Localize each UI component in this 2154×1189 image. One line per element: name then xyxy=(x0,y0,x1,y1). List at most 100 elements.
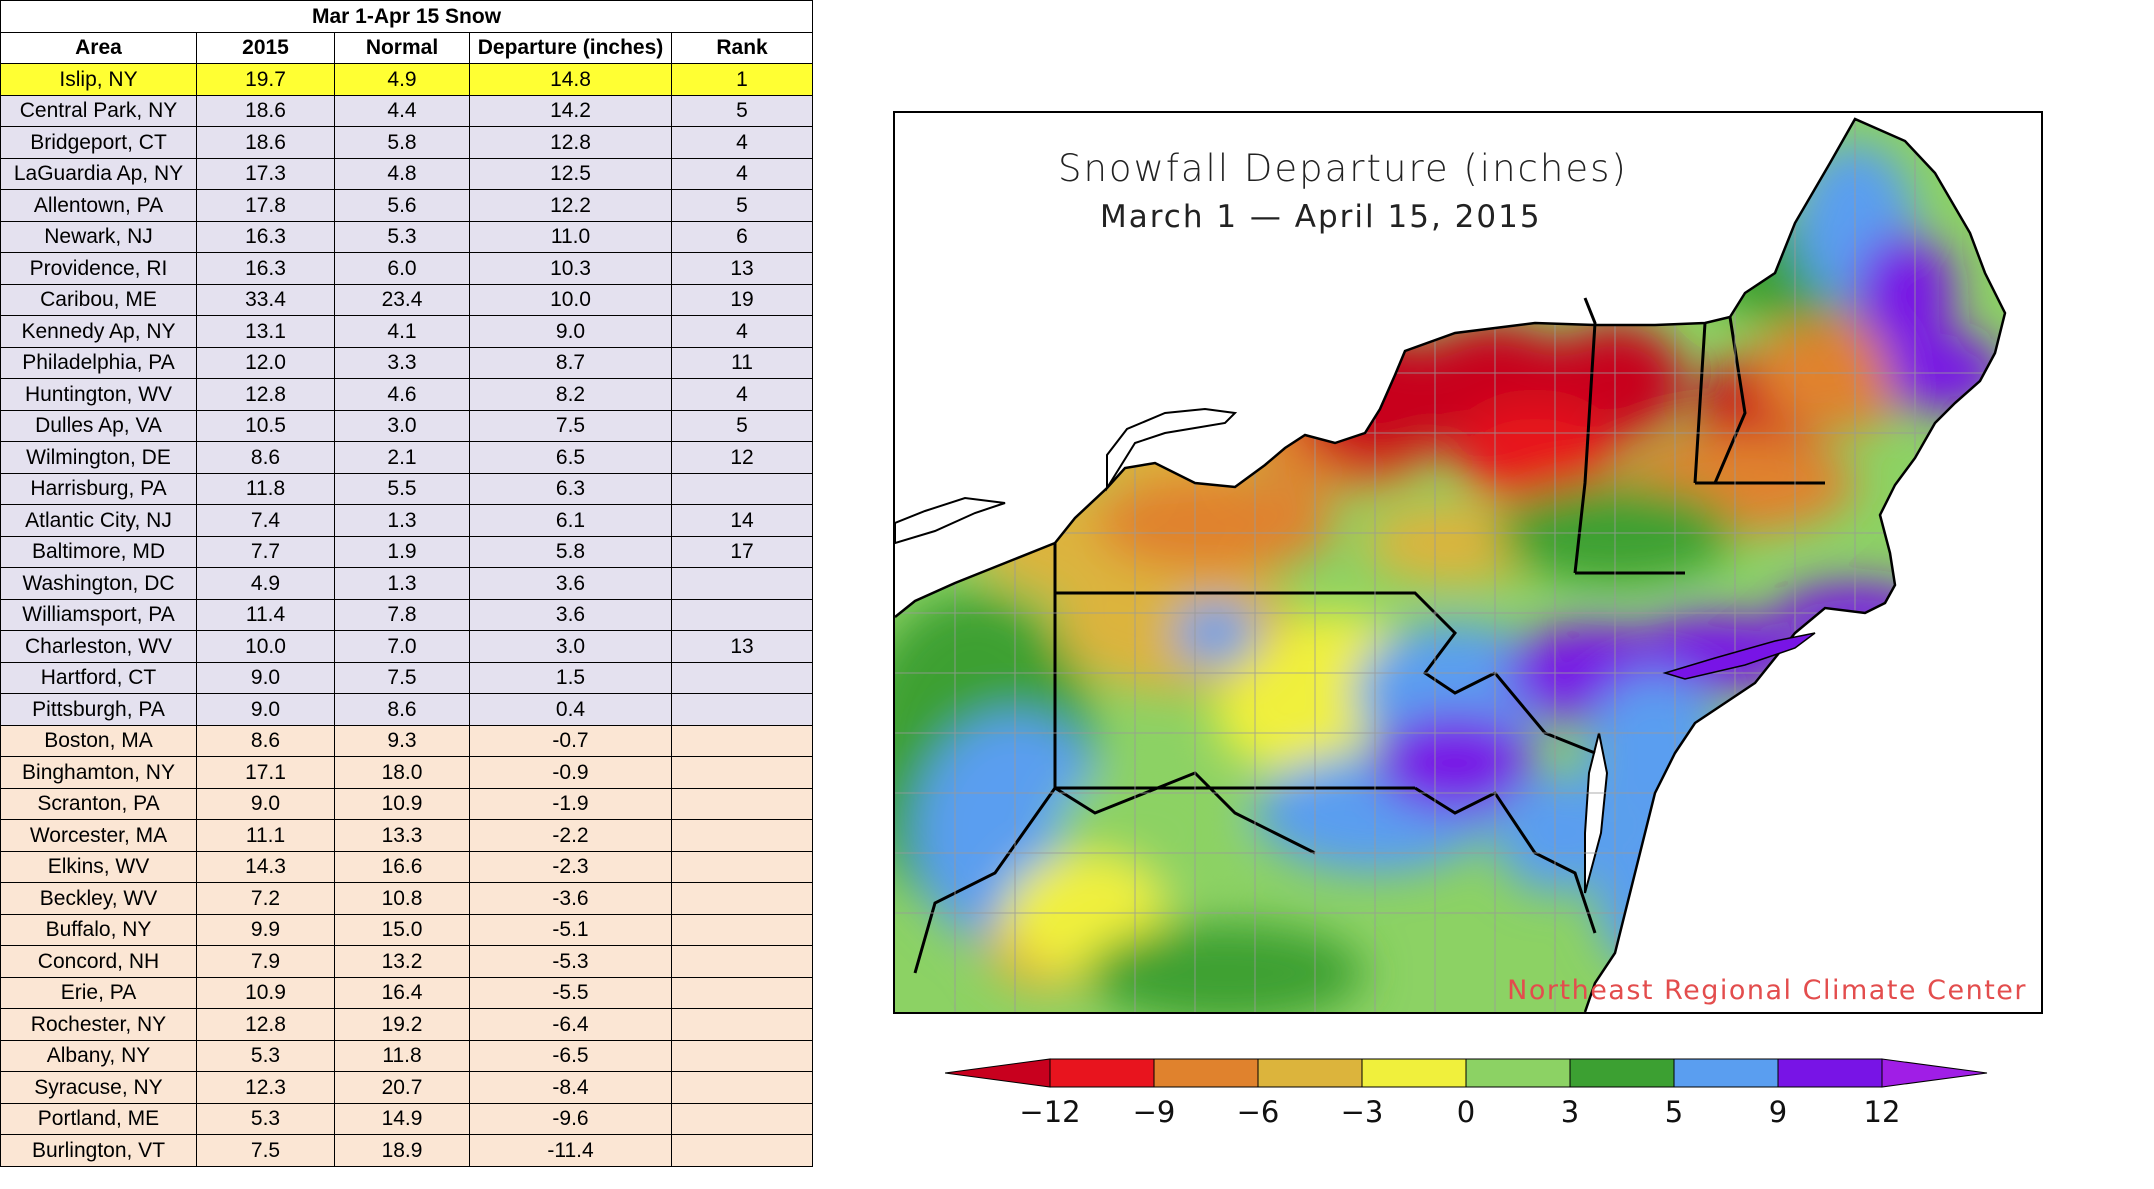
cell-normal: 4.4 xyxy=(334,94,470,127)
cell-area: Beckley, WV xyxy=(0,882,197,915)
cell-area: Atlantic City, NJ xyxy=(0,504,197,537)
cell-2015: 18.6 xyxy=(196,126,335,159)
table-row: Portland, ME 5.3 14.9 -9.6 xyxy=(0,1102,814,1135)
cell-normal: 16.4 xyxy=(334,976,470,1009)
cell-rank xyxy=(670,1039,814,1072)
cell-departure: 0.4 xyxy=(469,693,672,726)
cell-2015: 9.0 xyxy=(196,787,335,820)
cell-rank xyxy=(670,976,814,1009)
cell-rank xyxy=(670,567,814,600)
cell-departure: 14.8 xyxy=(469,63,672,96)
table-row: Binghamton, NY 17.1 18.0 -0.9 xyxy=(0,756,814,789)
table-row: Bridgeport, CT 18.6 5.8 12.8 4 xyxy=(0,126,814,159)
cell-rank: 14 xyxy=(670,504,814,537)
lake-erie xyxy=(895,496,1006,545)
cell-area: Portland, ME xyxy=(0,1102,197,1135)
cell-rank xyxy=(670,819,814,852)
cell-normal: 11.8 xyxy=(334,1039,470,1072)
cell-normal: 6.0 xyxy=(334,252,470,285)
cell-normal: 1.3 xyxy=(334,504,470,537)
cell-normal: 5.5 xyxy=(334,472,470,505)
header-rank: Rank xyxy=(670,31,814,64)
map-subtitle: March 1 — April 15, 2015 xyxy=(1100,199,1542,235)
table-row: Newark, NJ 16.3 5.3 11.0 6 xyxy=(0,220,814,253)
cell-rank xyxy=(670,1008,814,1041)
table-row: Pittsburgh, PA 9.0 8.6 0.4 xyxy=(0,693,814,726)
cell-normal: 16.6 xyxy=(334,850,470,883)
table-row: Williamsport, PA 11.4 7.8 3.6 xyxy=(0,598,814,631)
table-row: Boston, MA 8.6 9.3 -0.7 xyxy=(0,724,814,757)
cell-rank xyxy=(670,1102,814,1135)
cell-departure: -2.2 xyxy=(469,819,672,852)
legend-label: 9 xyxy=(1768,1095,1788,1129)
legend-arrow-high xyxy=(1881,1058,1988,1088)
cell-normal: 10.9 xyxy=(334,787,470,820)
cell-area: Erie, PA xyxy=(0,976,197,1009)
cell-2015: 8.6 xyxy=(196,441,335,474)
cell-rank xyxy=(670,724,814,757)
cell-normal: 7.5 xyxy=(334,661,470,694)
cell-2015: 12.3 xyxy=(196,1071,335,1104)
table-row: Dulles Ap, VA 10.5 3.0 7.5 5 xyxy=(0,409,814,442)
cell-departure: 12.8 xyxy=(469,126,672,159)
color-legend xyxy=(945,1058,1988,1088)
cell-area: Dulles Ap, VA xyxy=(0,409,197,442)
table-row: Kennedy Ap, NY 13.1 4.1 9.0 4 xyxy=(0,315,814,348)
legend-swatch xyxy=(1049,1058,1155,1088)
cell-2015: 9.0 xyxy=(196,661,335,694)
cell-area: Hartford, CT xyxy=(0,661,197,694)
table-title: Mar 1-Apr 15 Snow xyxy=(0,0,814,33)
header-departure: Departure (inches) xyxy=(469,31,672,64)
cell-rank xyxy=(670,850,814,883)
cell-normal: 23.4 xyxy=(334,283,470,316)
cell-2015: 5.3 xyxy=(196,1039,335,1072)
cell-departure: -3.6 xyxy=(469,882,672,915)
cell-rank: 4 xyxy=(670,157,814,190)
table-row: Wilmington, DE 8.6 2.1 6.5 12 xyxy=(0,441,814,474)
cell-departure: 11.0 xyxy=(469,220,672,253)
legend-label: 5 xyxy=(1664,1095,1684,1129)
cell-area: Newark, NJ xyxy=(0,220,197,253)
cell-departure: 5.8 xyxy=(469,535,672,568)
map-credit: Northeast Regional Climate Center xyxy=(1507,975,2027,1006)
cell-departure: 10.0 xyxy=(469,283,672,316)
cell-area: LaGuardia Ap, NY xyxy=(0,157,197,190)
cell-2015: 5.3 xyxy=(196,1102,335,1135)
cell-departure: 7.5 xyxy=(469,409,672,442)
cell-departure: -8.4 xyxy=(469,1071,672,1104)
cell-normal: 20.7 xyxy=(334,1071,470,1104)
cell-normal: 7.8 xyxy=(334,598,470,631)
cell-normal: 4.9 xyxy=(334,63,470,96)
legend-swatch xyxy=(1153,1058,1259,1088)
cell-rank: 6 xyxy=(670,220,814,253)
cell-departure: -2.3 xyxy=(469,850,672,883)
table-row: Atlantic City, NJ 7.4 1.3 6.1 14 xyxy=(0,504,814,537)
cell-rank xyxy=(670,945,814,978)
cell-rank: 11 xyxy=(670,346,814,379)
cell-departure: 12.5 xyxy=(469,157,672,190)
cell-rank: 12 xyxy=(670,441,814,474)
cell-normal: 9.3 xyxy=(334,724,470,757)
cell-2015: 4.9 xyxy=(196,567,335,600)
cell-rank xyxy=(670,472,814,505)
cell-departure: 6.3 xyxy=(469,472,672,505)
cell-area: Syracuse, NY xyxy=(0,1071,197,1104)
cell-2015: 14.3 xyxy=(196,850,335,883)
snowfall-departure-map: Snowfall Departure (inches) March 1 — Ap… xyxy=(893,111,2043,1014)
cell-normal: 3.3 xyxy=(334,346,470,379)
cell-departure: -0.9 xyxy=(469,756,672,789)
table-row: Caribou, ME 33.4 23.4 10.0 19 xyxy=(0,283,814,316)
cell-2015: 17.1 xyxy=(196,756,335,789)
cell-area: Albany, NY xyxy=(0,1039,197,1072)
table-row: Albany, NY 5.3 11.8 -6.5 xyxy=(0,1039,814,1072)
cell-area: Binghamton, NY xyxy=(0,756,197,789)
cell-departure: -6.4 xyxy=(469,1008,672,1041)
table-header-row: Area 2015 Normal Departure (inches) Rank xyxy=(0,31,814,64)
cell-rank xyxy=(670,1134,814,1167)
cell-rank xyxy=(670,598,814,631)
cell-2015: 7.4 xyxy=(196,504,335,537)
coastline xyxy=(895,117,2007,1012)
cell-departure: -1.9 xyxy=(469,787,672,820)
snowfall-table: Mar 1-Apr 15 Snow Area 2015 Normal Depar… xyxy=(0,0,814,1167)
cell-departure: -5.5 xyxy=(469,976,672,1009)
